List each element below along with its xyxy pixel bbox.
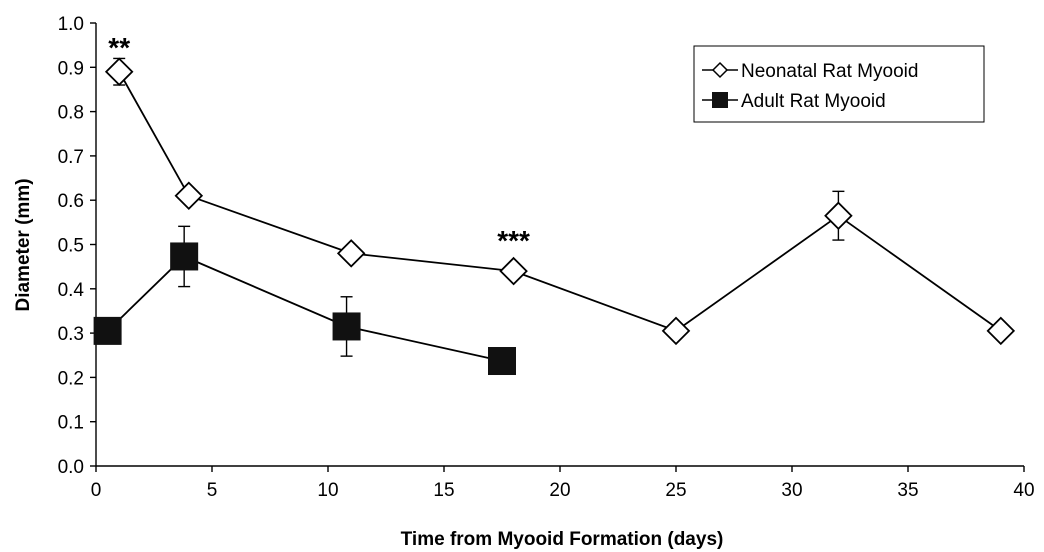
y-tick-label: 0.9 bbox=[58, 58, 84, 79]
legend-entry-adult: Adult Rat Myooid bbox=[702, 91, 886, 112]
adult-point bbox=[488, 347, 516, 376]
adult-point bbox=[170, 242, 199, 271]
neonatal-point bbox=[661, 316, 691, 346]
legend-square-icon bbox=[712, 92, 728, 108]
neonatal-point bbox=[336, 239, 366, 268]
neonatal-point bbox=[824, 201, 853, 230]
neonatal-point bbox=[986, 316, 1016, 346]
x-ticks: 0 5 10 15 20 25 30 35 40 bbox=[91, 466, 1035, 501]
x-tick-label: 30 bbox=[781, 480, 802, 501]
legend: Neonatal Rat Myooid Adult Rat Myooid bbox=[693, 45, 985, 123]
neonatal-point bbox=[499, 256, 528, 286]
y-tick-label: 0.8 bbox=[58, 103, 84, 124]
legend-label-adult: Adult Rat Myooid bbox=[741, 91, 886, 112]
x-tick-label: 25 bbox=[665, 480, 686, 501]
adult-point bbox=[332, 312, 361, 341]
x-axis-title: Time from Myooid Formation (days) bbox=[401, 529, 724, 550]
legend-box bbox=[693, 45, 985, 123]
y-tick-label: 0.7 bbox=[58, 147, 84, 168]
annotations: ***** bbox=[108, 32, 530, 256]
x-tick-label: 5 bbox=[207, 480, 218, 501]
x-tick-label: 20 bbox=[549, 480, 570, 501]
x-tick-label: 0 bbox=[91, 480, 102, 501]
neonatal-point bbox=[104, 57, 134, 87]
y-tick-label: 0.2 bbox=[58, 368, 84, 389]
x-tick-label: 35 bbox=[897, 480, 918, 501]
significance-annotation: *** bbox=[497, 225, 530, 256]
neonatal-point bbox=[174, 181, 204, 211]
y-tick-label: 0.5 bbox=[58, 236, 84, 257]
adult-point bbox=[93, 316, 122, 345]
x-tick-label: 10 bbox=[317, 480, 338, 501]
significance-annotation: ** bbox=[108, 32, 130, 63]
x-tick-label: 15 bbox=[433, 480, 454, 501]
y-tick-label: 0.0 bbox=[58, 457, 84, 478]
y-tick-label: 0.1 bbox=[58, 413, 84, 434]
series-points bbox=[93, 57, 1016, 376]
y-tick-label: 1.0 bbox=[58, 14, 84, 35]
legend-entry-neonatal: Neonatal Rat Myooid bbox=[702, 61, 918, 82]
y-axis-title: Diameter (mm) bbox=[13, 178, 34, 311]
y-tick-label: 0.6 bbox=[58, 191, 84, 212]
legend-diamond-icon bbox=[711, 61, 729, 79]
y-ticks: 0.0 0.1 0.2 0.3 0.4 0.5 0.6 0.7 0.8 0.9 1.0 bbox=[58, 14, 96, 478]
y-tick-label: 0.3 bbox=[58, 324, 84, 345]
legend-label-neonatal: Neonatal Rat Myooid bbox=[741, 61, 918, 82]
series-line-1 bbox=[106, 255, 503, 362]
x-tick-label: 40 bbox=[1013, 480, 1034, 501]
y-tick-label: 0.4 bbox=[58, 280, 85, 301]
